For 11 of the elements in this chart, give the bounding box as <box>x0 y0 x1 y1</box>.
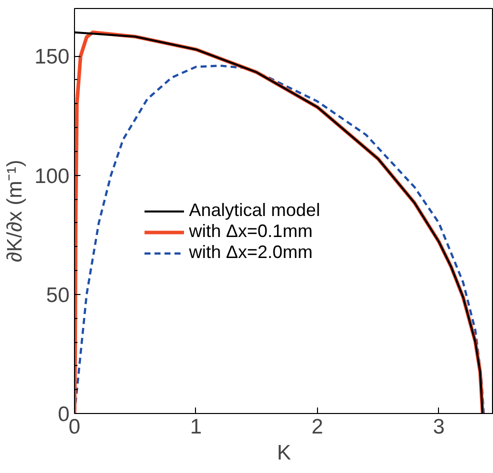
x-tick-label: 2 <box>312 416 324 438</box>
x-axis-title: K <box>276 442 292 464</box>
y-axis-title: ∂K/∂x (m⁻¹) <box>3 160 26 262</box>
legend-label: with Δx=2.0mm <box>189 242 313 263</box>
legend-label: with Δx=0.1mm <box>189 221 313 242</box>
x-tick-label: 1 <box>190 416 202 438</box>
x-tick-label: 3 <box>433 416 445 438</box>
legend-label: Analytical model <box>189 200 320 221</box>
y-tick-label: 100 <box>34 164 70 188</box>
y-tick-label: 150 <box>34 46 70 69</box>
y-tick-label: 50 <box>46 284 70 307</box>
